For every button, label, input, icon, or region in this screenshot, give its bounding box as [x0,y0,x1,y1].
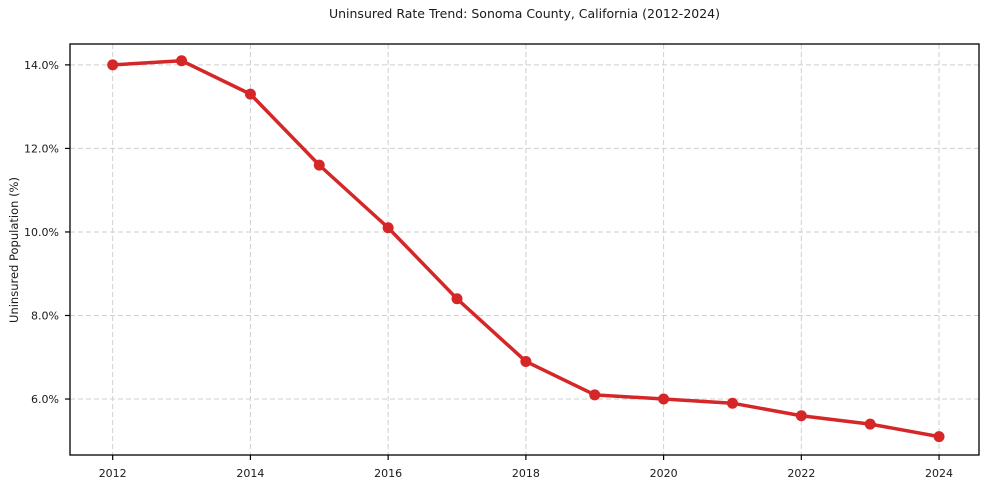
x-tick-label: 2024 [925,467,953,480]
x-tick-label: 2012 [99,467,127,480]
x-tick-label: 2014 [236,467,264,480]
x-tick-label: 2022 [787,467,815,480]
data-point [451,293,463,305]
y-tick-label: 14.0% [24,59,59,72]
data-point [726,397,738,409]
data-point [107,59,119,71]
x-tick-label: 2020 [650,467,678,480]
y-tick-label: 10.0% [24,226,59,239]
chart-title: Uninsured Rate Trend: Sonoma County, Cal… [328,6,721,21]
y-tick-label: 8.0% [31,309,59,322]
data-point [933,431,945,443]
x-tick-label: 2018 [512,467,540,480]
data-point [520,355,532,367]
data-point [864,418,876,430]
data-point [382,222,394,234]
x-tick-label: 2016 [374,467,402,480]
axes-spines [69,43,980,456]
data-point [176,55,188,67]
y-tick-label: 6.0% [31,393,59,406]
data-point [795,410,807,422]
data-point [244,88,256,100]
y-tick-label: 12.0% [24,142,59,155]
data-point [658,393,670,405]
data-point [589,389,601,401]
data-point [313,159,325,171]
